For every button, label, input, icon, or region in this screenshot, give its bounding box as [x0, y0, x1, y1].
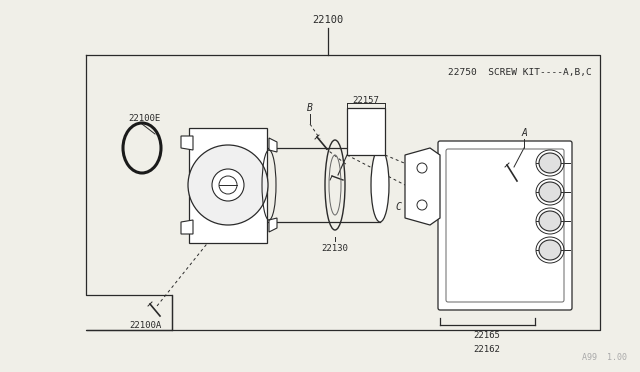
Text: 22100A: 22100A [129, 321, 161, 330]
Ellipse shape [371, 148, 389, 222]
Circle shape [219, 176, 237, 194]
Ellipse shape [539, 182, 561, 202]
Text: C: C [395, 202, 401, 212]
Text: A99  1.00: A99 1.00 [582, 353, 627, 362]
Text: 22157: 22157 [353, 96, 380, 105]
Polygon shape [181, 220, 193, 234]
Polygon shape [181, 136, 193, 150]
Text: 22162: 22162 [474, 346, 500, 355]
Ellipse shape [539, 240, 561, 260]
Bar [347, 108, 385, 155]
Bar [189, 128, 267, 243]
Polygon shape [405, 148, 440, 225]
Polygon shape [269, 138, 277, 152]
Circle shape [188, 145, 268, 225]
Text: B: B [307, 103, 313, 113]
Text: 22100E: 22100E [128, 113, 160, 122]
Ellipse shape [539, 211, 561, 231]
Ellipse shape [539, 153, 561, 173]
Text: 22130: 22130 [321, 244, 348, 253]
Circle shape [212, 169, 244, 201]
Text: 22750  SCREW KIT----A,B,C: 22750 SCREW KIT----A,B,C [448, 67, 592, 77]
Text: 22165: 22165 [474, 331, 500, 340]
FancyBboxPatch shape [438, 141, 572, 310]
Text: 22100: 22100 [312, 15, 344, 25]
Polygon shape [269, 218, 277, 232]
Text: A: A [521, 128, 527, 138]
